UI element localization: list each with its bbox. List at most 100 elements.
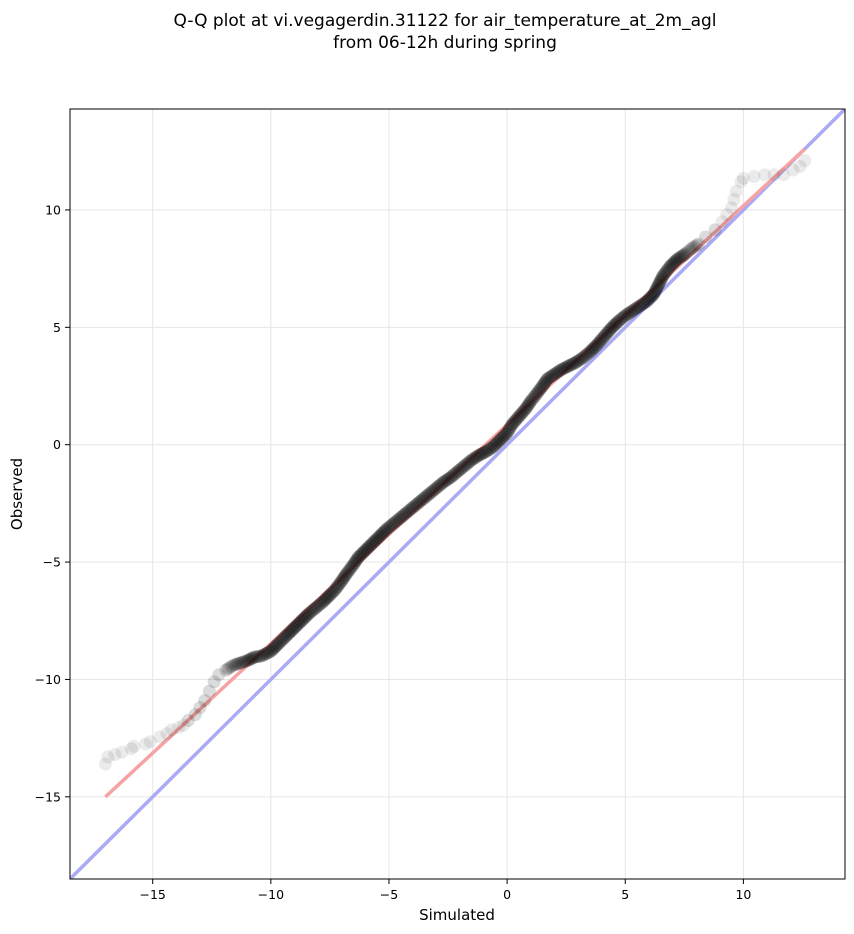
quantile-point [793, 160, 807, 174]
quantile-point [451, 465, 464, 479]
quantile-point [358, 543, 372, 557]
quantile-point [684, 242, 698, 256]
y-tick-label: 10 [45, 202, 61, 217]
quantile-point [139, 737, 153, 751]
quantile-point [657, 267, 671, 281]
quantile-point [165, 723, 179, 737]
quantile-point [729, 184, 743, 198]
quantile-point [652, 276, 666, 290]
quantile-point [188, 708, 202, 722]
quantile-point [655, 271, 669, 285]
quantile-point [285, 624, 299, 638]
quantile-point [502, 422, 516, 436]
quantile-point [640, 295, 654, 308]
quantile-point [377, 525, 391, 539]
x-tick-label: −5 [380, 887, 398, 902]
quantile-point [593, 335, 607, 349]
quantile-point [303, 605, 317, 619]
quantile-point [622, 306, 636, 320]
quantile-point [679, 246, 693, 260]
quantile-point [283, 625, 297, 639]
quantile-point [670, 252, 684, 266]
quantile-point [725, 201, 739, 215]
quantile-point [616, 310, 630, 324]
quantile-point [603, 323, 617, 337]
quantile-point [440, 473, 454, 487]
quantile-point [361, 541, 375, 555]
quantile-point [143, 735, 157, 749]
quantile-point [576, 351, 590, 365]
y-axis-label: Observed [8, 458, 26, 530]
quantile-point [296, 612, 310, 626]
quantile-point [312, 598, 326, 612]
quantile-point [431, 480, 445, 494]
y-tick-label: 5 [53, 320, 61, 335]
quantile-point [258, 647, 272, 661]
quantile-point [222, 661, 236, 675]
quantile-point [747, 169, 761, 183]
quantile-point [474, 447, 488, 461]
quantile-point [647, 287, 661, 301]
quantile-point [380, 522, 394, 536]
quantile-point [554, 363, 568, 377]
quantile-point [449, 466, 463, 480]
quantile-point [181, 714, 195, 728]
quantile-point [672, 251, 686, 265]
identity-line [70, 109, 845, 879]
quantile-point [277, 631, 291, 645]
quantile-point [767, 168, 781, 182]
quantile-point [544, 370, 558, 384]
quantile-point [256, 648, 270, 662]
quantile-point [604, 321, 618, 335]
quantile-point [644, 290, 658, 304]
quantile-point [539, 374, 553, 388]
x-tick-label: −15 [140, 887, 166, 902]
quantile-point [153, 730, 167, 744]
quantile-point [475, 447, 489, 461]
quantile-point [317, 594, 331, 608]
quantile-point [286, 622, 300, 636]
quantile-point [506, 416, 520, 430]
quantile-point [499, 427, 513, 441]
quantile-point [667, 255, 681, 269]
quantile-point [419, 490, 433, 504]
quantile-point [649, 282, 663, 296]
quantile-point [500, 426, 514, 440]
quantile-point [371, 531, 385, 545]
quantile-point [367, 535, 381, 549]
quantile-point [590, 338, 604, 352]
quantile-point [572, 353, 586, 367]
quantile-point [588, 339, 602, 353]
quantile-point [525, 392, 539, 406]
quantile-point [338, 569, 352, 583]
quantile-point [594, 333, 608, 347]
quantile-point [497, 429, 511, 443]
quantile-point [333, 576, 347, 590]
quantile-point [620, 307, 634, 321]
quantile-point [300, 608, 314, 622]
quantile-point [250, 650, 264, 664]
quantile-point [465, 453, 479, 467]
quantile-point [734, 175, 748, 189]
quantile-point [219, 663, 233, 677]
quantile-point [660, 263, 674, 277]
quantile-point [420, 488, 434, 502]
quantile-point [354, 548, 368, 562]
quantile-point [618, 309, 632, 323]
quantile-point [692, 237, 706, 251]
quantile-point [665, 258, 679, 272]
quantile-point [642, 292, 656, 306]
quantile-point [523, 396, 537, 410]
quantile-point [481, 444, 495, 458]
quantile-point [549, 366, 563, 380]
quantile-point [124, 742, 138, 756]
quantile-point [688, 239, 702, 253]
quantile-point [686, 241, 700, 255]
quantile-point [445, 469, 459, 483]
quantile-point [520, 400, 534, 414]
quantile-point [496, 430, 510, 444]
quantile-point [360, 542, 374, 556]
quantile-point [273, 636, 287, 650]
quantile-point [221, 662, 235, 676]
